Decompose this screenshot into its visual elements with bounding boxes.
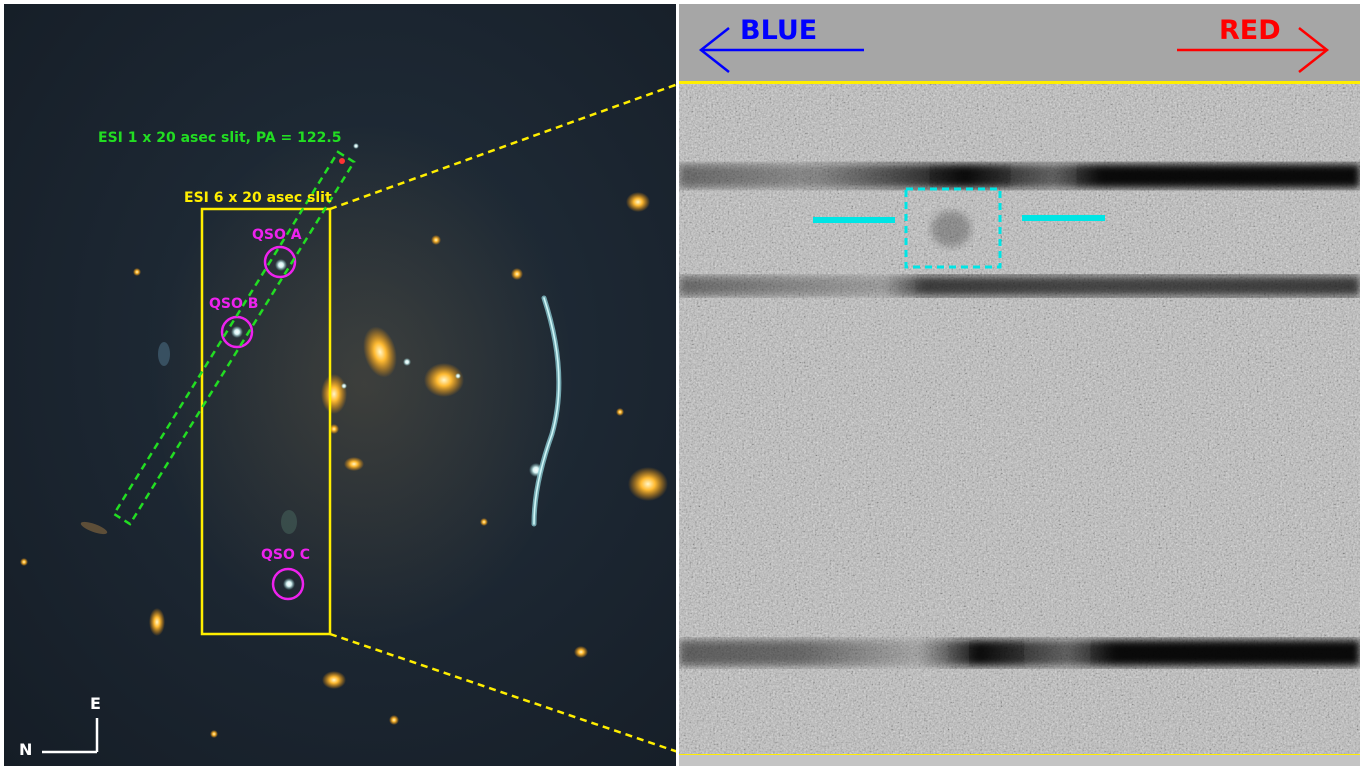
slit-narrow-label: ESI 1 x 20 asec slit, PA = 122.5 — [98, 130, 342, 146]
qso-c-label: QSO C — [261, 547, 311, 563]
galaxy — [20, 558, 28, 566]
sky-image-overlay — [20, 124, 668, 754]
galaxy — [80, 521, 108, 535]
slit-wide-box — [200, 207, 332, 636]
trace-qso-b — [679, 276, 1360, 296]
galaxy — [626, 192, 650, 212]
spectrum-top-border — [679, 81, 1360, 84]
qso-b-label: QSO B — [209, 296, 259, 312]
galaxy — [363, 326, 397, 378]
compass-east-label: E — [90, 694, 101, 713]
spectrum-image — [679, 84, 1360, 754]
slit-wide-label: ESI 6 x 20 asec slit — [184, 190, 332, 206]
qso-a-label: QSO A — [252, 227, 302, 243]
emission-highlight-box — [904, 187, 1002, 269]
qso-c-marker — [271, 567, 305, 601]
galaxy — [574, 646, 588, 658]
direction-header: BLUE RED — [679, 4, 1360, 82]
galaxy — [344, 457, 364, 471]
galaxy — [210, 730, 218, 738]
galaxy — [149, 608, 165, 636]
galaxy — [480, 518, 488, 526]
trace-qso-a — [679, 164, 1360, 188]
sky-image-panel: ESI 1 x 20 asec slit, PA = 122.5 ESI 6 x… — [4, 4, 676, 766]
galaxy — [424, 363, 464, 397]
red-label: RED — [1219, 15, 1281, 46]
galaxy — [329, 424, 339, 434]
galaxy — [158, 342, 170, 366]
galaxy — [133, 268, 141, 276]
qso-a-marker — [263, 245, 297, 279]
spectrum-panel: BLUE RED — [679, 4, 1360, 766]
galaxy — [321, 374, 347, 414]
galaxy — [281, 510, 297, 534]
galaxy — [616, 408, 624, 416]
galaxy — [431, 235, 441, 245]
galaxy — [511, 268, 523, 280]
panel-divider — [676, 0, 679, 769]
trace-qso-c — [679, 640, 1360, 666]
galaxy — [322, 671, 346, 689]
galaxy — [628, 467, 668, 501]
blue-label: BLUE — [740, 15, 818, 46]
compass-north-label: N — [19, 740, 33, 759]
qso-b-marker — [220, 315, 254, 349]
galaxy — [389, 715, 399, 725]
